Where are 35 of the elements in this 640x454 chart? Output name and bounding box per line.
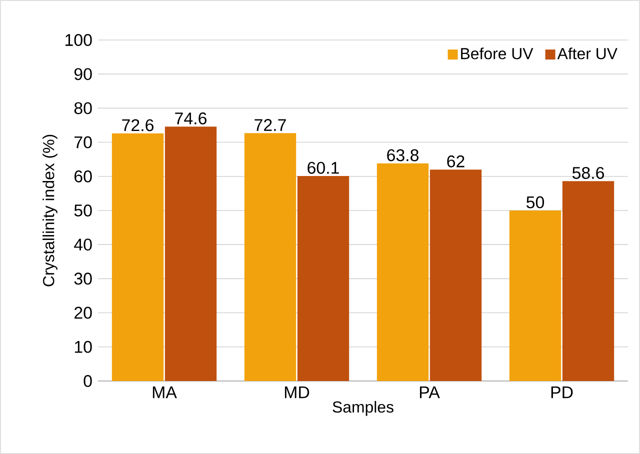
legend-label: Before UV xyxy=(461,48,534,60)
bar xyxy=(164,126,217,381)
y-tick-label: 80 xyxy=(74,102,92,114)
bar xyxy=(509,210,562,381)
y-tick-label: 70 xyxy=(74,136,92,148)
bar xyxy=(112,133,164,381)
data-label: 63.8 xyxy=(387,149,418,162)
bar xyxy=(297,176,350,381)
x-axis-title: Samples xyxy=(332,400,394,416)
data-label: 72.7 xyxy=(254,119,286,131)
bar xyxy=(244,133,296,381)
x-tick-label: MD xyxy=(284,386,310,398)
legend-label: After UV xyxy=(557,48,618,60)
y-axis-title: Crystallinity index (%) xyxy=(42,134,58,286)
y-tick-label: 50 xyxy=(74,204,92,216)
data-label: 58.6 xyxy=(572,166,604,179)
data-label: 62 xyxy=(447,155,464,168)
x-tick-label: PA xyxy=(420,386,440,398)
y-tick-label: 60 xyxy=(74,170,92,182)
data-label: 50 xyxy=(526,196,544,208)
y-tick-label: 30 xyxy=(74,272,92,285)
y-tick-label: 100 xyxy=(66,34,92,46)
y-tick-label: 10 xyxy=(74,340,92,353)
data-label: 60.1 xyxy=(308,162,339,174)
x-tick-label: PD xyxy=(551,386,573,398)
bar xyxy=(562,181,614,381)
bar xyxy=(376,163,429,381)
data-label: 72.6 xyxy=(122,119,154,132)
y-tick-label: 90 xyxy=(74,68,92,80)
x-tick-label: MA xyxy=(152,386,177,398)
y-tick-label: 20 xyxy=(74,306,92,319)
bar xyxy=(430,170,482,381)
y-tick-label: 0 xyxy=(84,374,92,387)
data-label: 74.6 xyxy=(175,112,206,124)
y-tick-label: 40 xyxy=(74,238,92,251)
